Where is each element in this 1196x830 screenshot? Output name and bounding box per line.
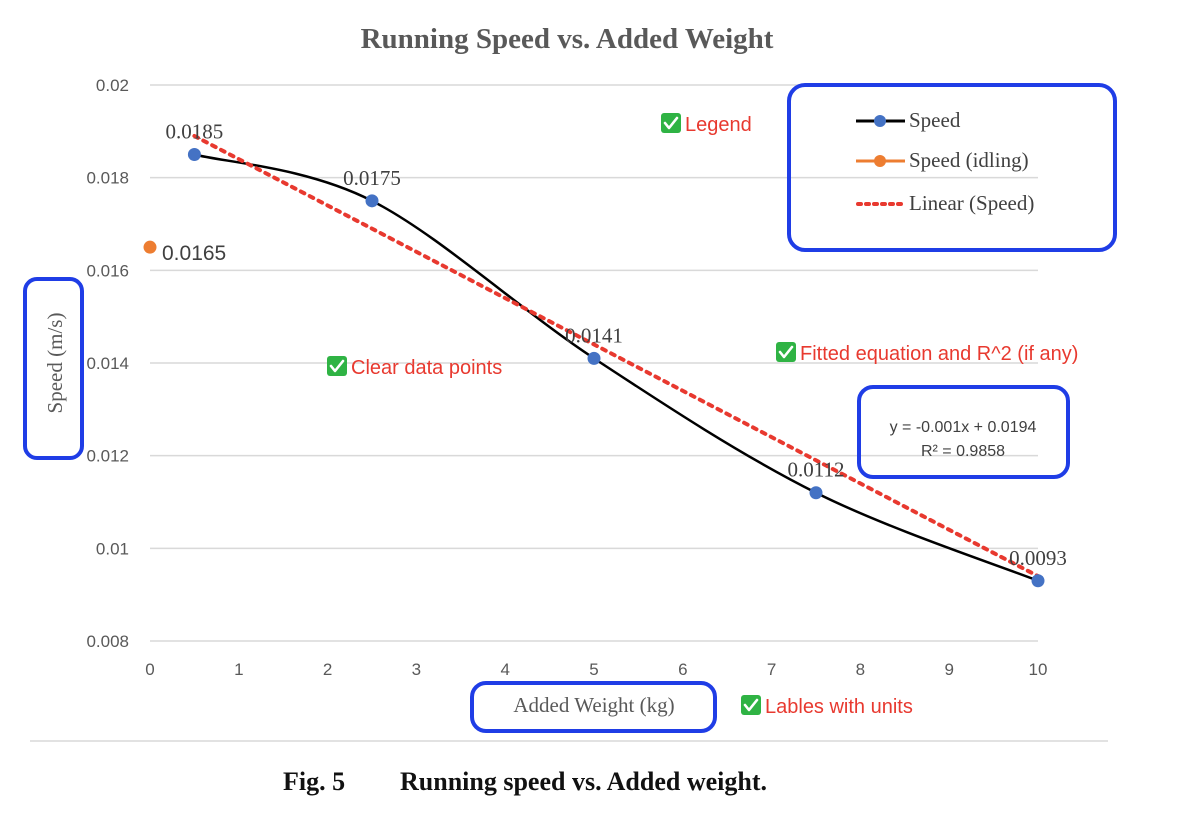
idling-data-point: [143, 240, 157, 254]
data-label: 0.0093: [1009, 546, 1067, 570]
annotation-text: Fitted equation and R^2 (if any): [800, 343, 1078, 365]
x-tick-label: 10: [1029, 660, 1048, 679]
linear-trendline: [192, 133, 1045, 581]
check-mark-glyph: [329, 359, 345, 373]
x-tick-label: 1: [234, 660, 243, 679]
legend-speed-marker: [874, 115, 886, 127]
y-axis-label: Speed (m/s): [43, 313, 67, 414]
x-tick-label: 7: [767, 660, 776, 679]
y-tick-labels: 0.008 0.01 0.012 0.014 0.016 0.018 0.02: [86, 76, 129, 651]
check-mark-glyph: [663, 116, 679, 130]
x-tick-label: 5: [589, 660, 598, 679]
data-label: 0.0165: [162, 242, 226, 265]
x-axis-label-highlight: [470, 681, 717, 733]
y-tick-label: 0.016: [86, 261, 129, 280]
y-tick-label: 0.014: [86, 354, 129, 373]
x-tick-label: 3: [412, 660, 421, 679]
y-tick-label: 0.012: [86, 447, 129, 466]
legend-idling-label: Speed (idling): [909, 148, 1029, 172]
x-tick-label: 9: [944, 660, 953, 679]
x-tick-label: 6: [678, 660, 687, 679]
annotation-fitted-equation: Fitted equation and R^2 (if any): [776, 342, 1078, 365]
x-tick-labels: 0 1 2 3 4 5 6 7 8 9 10: [145, 660, 1047, 679]
y-tick-label: 0.01: [96, 539, 129, 558]
x-tick-label: 2: [323, 660, 332, 679]
annotation-clear-data-points: Clear data points: [327, 356, 502, 379]
speed-data-point: [365, 194, 379, 208]
check-mark-glyph: [743, 698, 759, 712]
data-label: 0.0175: [343, 166, 401, 190]
speed-data-point: [187, 148, 201, 161]
trendline-equation: y = -0.001x + 0.0194: [890, 419, 1037, 436]
figure-caption: Running speed vs. Added weight.: [400, 767, 767, 796]
legend-trendline-label: Linear (Speed): [909, 191, 1034, 215]
speed-data-point: [587, 351, 601, 365]
x-tick-label: 8: [856, 660, 865, 679]
equation-highlight: [857, 385, 1070, 479]
x-tick-label: 0: [145, 660, 154, 679]
y-axis-label-highlight: [23, 277, 84, 460]
legend-highlight: [787, 83, 1117, 252]
speed-data-point: [809, 486, 823, 500]
annotation-text: Legend: [685, 114, 752, 136]
x-axis-label: Added Weight (kg): [513, 693, 674, 717]
speed-series-line: [194, 153, 1039, 582]
x-tick-label: 4: [500, 660, 509, 679]
trendline-r-squared: R² = 0.9858: [921, 443, 1005, 460]
legend-idling-marker: [874, 155, 886, 167]
annotation-text: Lables with units: [765, 696, 913, 718]
legend-speed-label: Speed: [909, 108, 961, 132]
data-labels: 0.0185 0.0175 0.0141 0.0112 0.0093 0.0165: [162, 120, 1067, 570]
data-label: 0.0141: [565, 323, 623, 347]
data-label: 0.0185: [166, 120, 224, 144]
y-tick-label: 0.018: [86, 169, 129, 188]
data-label: 0.0112: [788, 458, 845, 482]
y-tick-label: 0.008: [86, 632, 129, 651]
data-points: [143, 148, 1045, 588]
annotation-legend: Legend: [661, 113, 752, 136]
chart-title: Running Speed vs. Added Weight: [361, 23, 774, 55]
annotation-text: Clear data points: [351, 357, 502, 379]
figure-label: Fig. 5: [283, 767, 345, 796]
gridlines: [150, 84, 1038, 642]
check-mark-glyph: [778, 345, 794, 359]
speed-data-point: [1031, 574, 1045, 588]
legend: Speed Speed (idling) Linear (Speed): [856, 108, 1034, 215]
annotation-labels-with-units: Lables with units: [741, 695, 913, 718]
y-tick-label: 0.02: [96, 76, 129, 95]
